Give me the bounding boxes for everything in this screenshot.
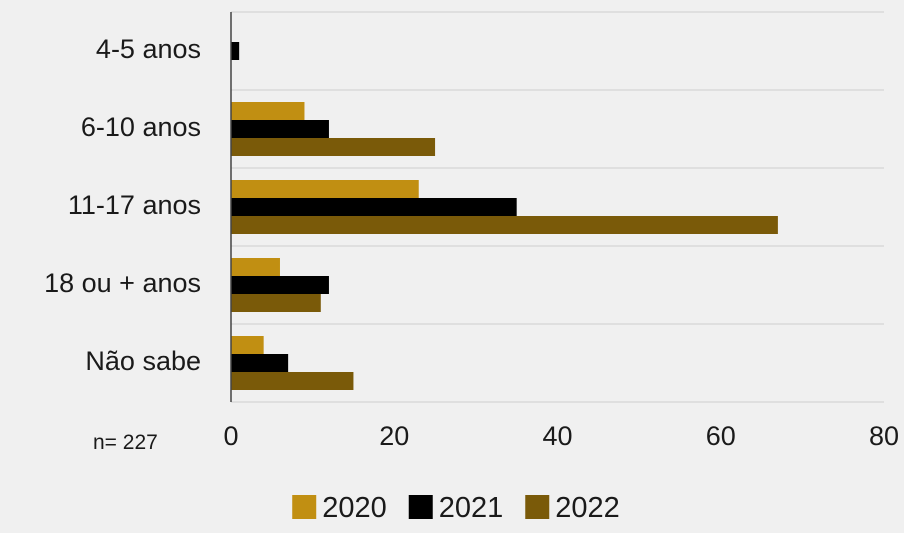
bar-2021-2 xyxy=(231,198,517,216)
bar-2021-0 xyxy=(231,42,239,60)
legend-label: 2021 xyxy=(439,492,504,524)
x-tick-label: 40 xyxy=(542,421,572,451)
category-labels: 4-5 anos 6-10 anos 11-17 anos 18 ou + anos N… xyxy=(44,34,201,376)
bar-2021-1 xyxy=(231,120,329,138)
bar-2022-1 xyxy=(231,138,435,156)
legend-item: 2021 xyxy=(409,492,504,524)
legend-swatch xyxy=(409,495,433,519)
legend-swatch xyxy=(292,495,316,519)
legend: 2020 2021 2022 xyxy=(292,492,620,524)
bar-2022-4 xyxy=(231,372,353,390)
x-tick-label: 0 xyxy=(223,421,238,451)
legend-label: 2022 xyxy=(555,492,620,524)
bar-2022-2 xyxy=(231,216,778,234)
category-label: 4-5 anos xyxy=(96,34,201,64)
legend-item: 2020 xyxy=(292,492,387,524)
category-label: 6-10 anos xyxy=(81,112,201,142)
bar-2021-3 xyxy=(231,276,329,294)
bar-2020-3 xyxy=(231,258,280,276)
x-tick-label: 20 xyxy=(379,421,409,451)
x-tick-labels: 0 20 40 60 80 xyxy=(223,421,899,451)
legend-swatch xyxy=(525,495,549,519)
category-label: Não sabe xyxy=(85,346,201,376)
legend-item: 2022 xyxy=(525,492,620,524)
x-tick-label: 60 xyxy=(706,421,736,451)
sample-size-note: n= 227 xyxy=(93,431,158,454)
bar-2021-4 xyxy=(231,354,288,372)
category-label: 11-17 anos xyxy=(68,190,201,220)
legend-label: 2020 xyxy=(322,492,387,524)
bars xyxy=(231,42,778,390)
bar-2020-2 xyxy=(231,180,419,198)
bar-2020-1 xyxy=(231,102,304,120)
x-tick-label: 80 xyxy=(869,421,899,451)
bar-2020-4 xyxy=(231,336,264,354)
bar-2022-3 xyxy=(231,294,321,312)
category-label: 18 ou + anos xyxy=(44,268,201,298)
